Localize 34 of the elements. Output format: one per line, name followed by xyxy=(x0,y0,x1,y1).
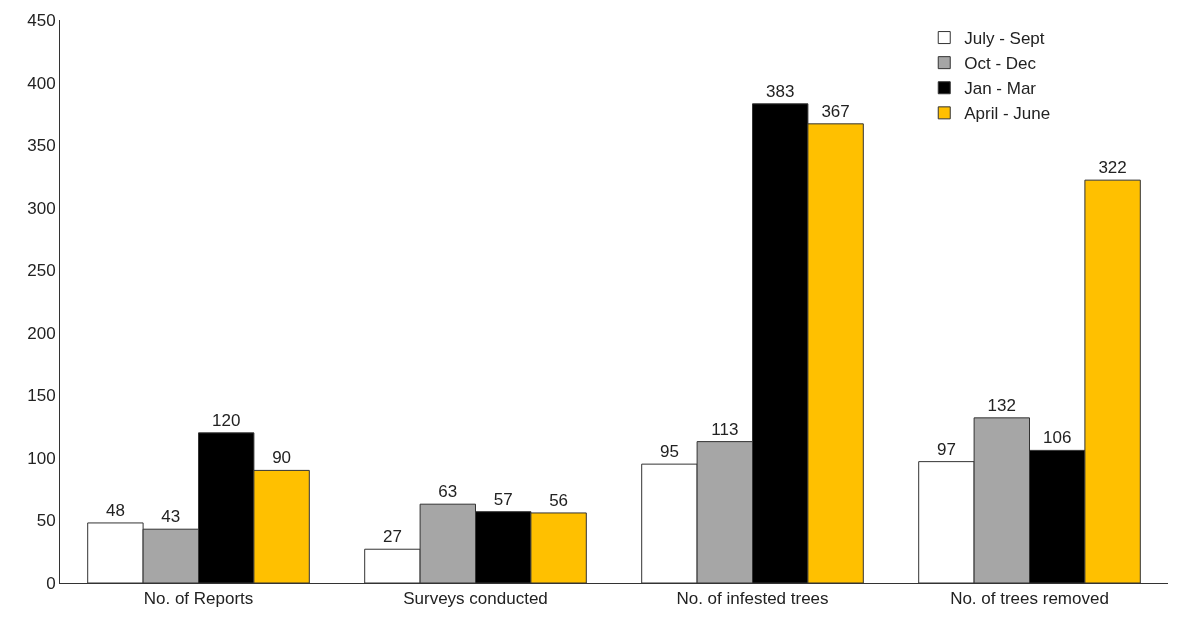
data-label: 97 xyxy=(936,439,956,459)
data-label: 383 xyxy=(766,81,795,101)
data-label: 43 xyxy=(161,507,181,527)
y-tick-label: 100 xyxy=(27,448,56,468)
y-tick-label: 450 xyxy=(27,10,56,30)
y-tick-label: 0 xyxy=(46,573,56,593)
x-tick-label: No. of infested trees xyxy=(676,589,829,609)
data-label: 120 xyxy=(212,410,241,430)
data-label: 106 xyxy=(1043,428,1072,448)
data-label: 27 xyxy=(382,527,402,547)
data-label: 48 xyxy=(105,500,125,520)
data-label: 322 xyxy=(1098,158,1127,178)
x-tick-label: No. of Reports xyxy=(143,589,254,609)
y-tick-label: 50 xyxy=(36,511,56,531)
legend-label: April - June xyxy=(964,104,1051,124)
data-label: 56 xyxy=(549,490,569,510)
y-tick-label: 400 xyxy=(27,73,56,93)
data-label: 63 xyxy=(438,482,458,502)
y-tick-label: 250 xyxy=(27,261,56,281)
y-tick-label: 350 xyxy=(27,136,56,156)
data-label: 367 xyxy=(821,101,850,121)
y-tick-label: 200 xyxy=(27,323,56,343)
data-label: 95 xyxy=(659,442,679,462)
data-label: 132 xyxy=(987,395,1016,415)
legend-label: July - Sept xyxy=(964,29,1045,49)
legend-label: Jan - Mar xyxy=(964,79,1037,99)
x-tick-label: No. of trees removed xyxy=(950,589,1109,609)
y-tick-label: 150 xyxy=(27,386,56,406)
x-tick-label: Surveys conducted xyxy=(403,589,548,609)
data-label: 113 xyxy=(711,419,739,439)
y-tick-label: 300 xyxy=(27,198,56,218)
data-label: 90 xyxy=(272,448,292,468)
legend-label: Oct - Dec xyxy=(964,54,1037,74)
data-label: 57 xyxy=(493,489,513,509)
